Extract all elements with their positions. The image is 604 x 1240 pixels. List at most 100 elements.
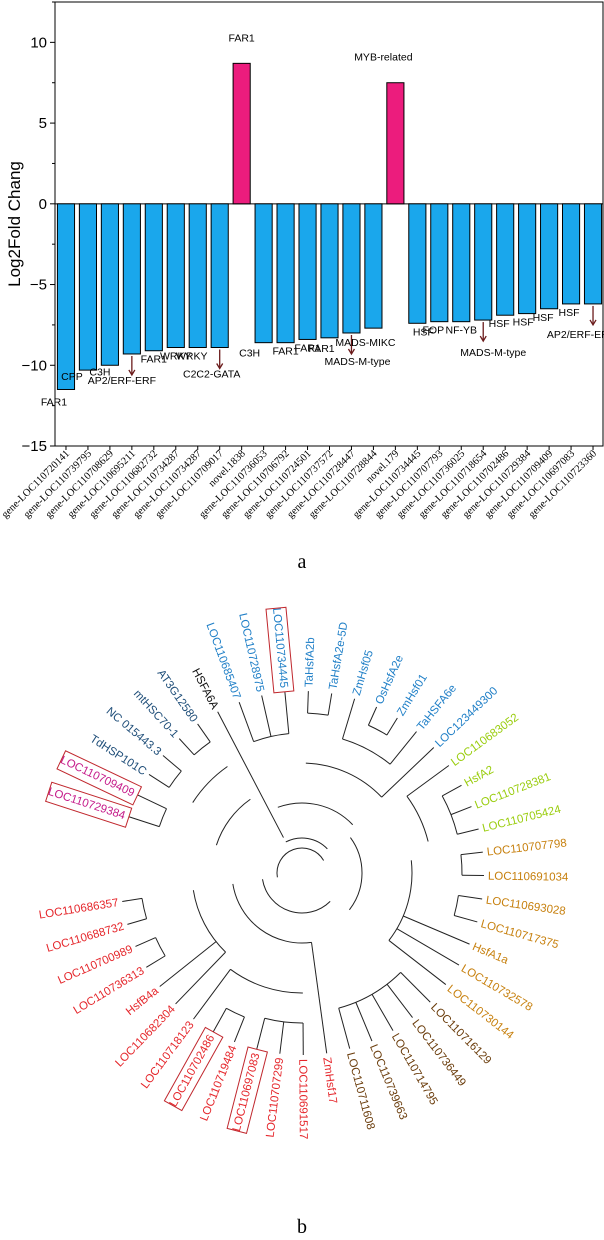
tree-leaf-label: HsfB4a [124,985,161,1018]
tree-leaf-branch [217,711,284,838]
bar [56,203,76,390]
annotation-label: HSF [413,326,434,338]
annotation-label: C3H [239,348,260,360]
bar [166,203,185,349]
tree-clade-arc [253,733,289,743]
tree-leaf-label: TaHsfA2b [303,637,317,687]
annotation-label: HSF [533,312,554,324]
bar [100,203,119,366]
annotation-label: C2C2-GATA [183,369,240,381]
tree-clade-arc [261,879,331,914]
annotation-label: FAR1 [41,396,67,408]
y-tick-label: −15 [22,438,47,455]
y-tick-label: 10 [30,34,47,51]
bar [474,203,493,321]
tree-leaf-label: ZmHsf05 [351,649,376,697]
panel-a-label: a [298,551,307,573]
tree-leaf-branch [175,951,226,1005]
annotation-arrow-head [589,319,597,327]
tree-clade-arc [155,937,166,957]
tree-leaf-branch [212,1008,227,1033]
tree-leaf-branch [388,940,447,985]
tree-leaf-branch [406,765,450,797]
annotation-label: HSF [489,318,510,330]
annotation-label: WRKY [176,351,208,363]
bar [386,82,405,205]
tree-leaf-label: LOC110707798 [486,837,567,858]
tree-clade-arc [277,802,354,826]
tree-leaf-branch [460,851,483,856]
tree-clade-arc [141,898,148,919]
annotation-label: FAR1 [229,32,255,44]
annotation-label: HSF [559,307,580,319]
tree-leaf-branch [367,706,378,726]
bar [122,203,141,355]
tree-leaf-label: LOC110705424 [481,804,562,835]
tree-clade-arc [193,741,211,756]
tree-clade-arc [349,837,363,911]
tree-leaf-branch [441,784,462,797]
annotation-label: FAR1 [272,346,298,358]
annotation-label: CPP [61,371,83,383]
annotation-label: MADS-MIKC [335,337,396,349]
tree-leaf-label: ZmHsf17 [320,1057,338,1105]
tree-leaf-branch [159,941,217,987]
tree-leaf-label: HSFA6A [189,667,220,712]
tree-clade-arc [305,762,383,798]
tree-leaf-label: LOC110691517 [296,1059,309,1139]
tree-clade-arc [230,968,303,994]
tree-leaf-branch [341,698,356,740]
annotation-arrow-head [128,369,136,377]
bar [452,203,471,323]
annotation-label: MADS-M-type [324,356,390,368]
tree-leaf-label: LOC110707299 [265,1057,287,1138]
bar [144,203,163,352]
tree-leaf-branch [197,723,211,743]
y-tick-label: −10 [22,357,47,374]
tree-leaf-branch [450,806,472,816]
tree-leaf-label: LOC110686357 [38,897,119,921]
tree-leaf-label: LOC110711608 [344,1051,376,1131]
tree-leaf-branch [178,738,195,756]
tree-leaf-branch [122,897,143,902]
tree-leaf-branch [403,915,470,945]
bar [408,203,427,324]
tree-leaf-label: ZmHsf01 [395,672,430,718]
tree-clade-arc [338,971,402,1009]
bar [298,203,317,340]
annotation-label: HSF [513,317,534,329]
bar [364,203,383,329]
tree-leaf-branch [386,717,398,736]
annotation-label: FAR1 [294,342,320,354]
bar [210,203,229,349]
tree-leaf-branch [148,773,170,788]
annotation-label: WRKY [160,351,192,363]
y-axis-label: Log2Fold Chang [5,161,24,287]
tree-leaf-branch [127,918,147,925]
tree-clade-arc [192,890,226,953]
tree-leaf-branch [193,969,231,1020]
tree-leaf-branch [371,993,394,1031]
tree-clade-arc [406,795,429,842]
tree-leaf-label: LOC110697083 [231,1052,263,1133]
annotation-arrow-head [479,335,487,343]
bar [496,203,515,316]
panel-b-label: b [297,1216,307,1238]
bar [276,203,295,344]
tree-leaf-label: HsfA1a [470,941,510,967]
tree-clade-arc [388,860,413,941]
bar [320,203,339,339]
bar [561,203,581,305]
tree-leaf-branch [279,1021,285,1054]
bar [188,203,207,349]
tree-leaf-branch [128,816,160,828]
tree-leaf-branch [381,747,435,798]
tree-leaf-branch [457,828,479,835]
annotation-label: MADS-M-type [460,347,526,359]
tree-leaf-branch [458,895,483,900]
annotation-arrow-head [347,348,356,356]
tree-leaf-label: LOC110734445 [270,607,290,688]
annotation-label: AP2/ERF-ERF [88,375,156,387]
